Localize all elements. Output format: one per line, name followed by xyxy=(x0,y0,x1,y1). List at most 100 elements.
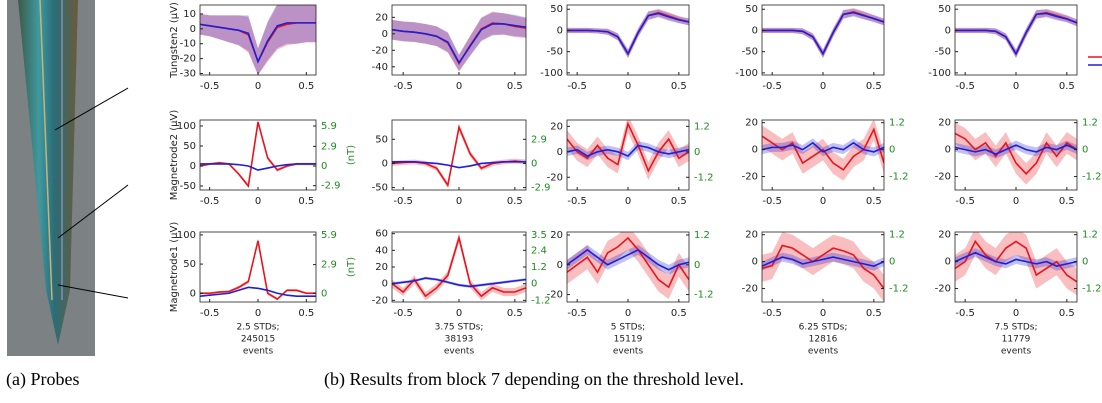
subplot: -0.5 0 0.5 50 0 -50 -100 xyxy=(928,4,1078,92)
error-band xyxy=(200,120,316,188)
error-band xyxy=(567,232,689,300)
y-tick-label: 50 xyxy=(183,141,196,152)
x-tick-label: 0.5 xyxy=(1059,81,1075,92)
plot-area xyxy=(955,122,1077,185)
x-tick-label: 0 xyxy=(820,308,826,319)
error-band xyxy=(955,140,1077,159)
plot-area xyxy=(200,120,316,188)
y2-tick-label: -1.2 xyxy=(1082,172,1102,183)
y-tick-label: 20 xyxy=(938,118,951,129)
x-axis-label: 245015 xyxy=(241,335,275,345)
y2-tick-label: -1.2 xyxy=(889,172,909,183)
y-tick-label: 20 xyxy=(550,121,563,132)
y-tick-label: -100 xyxy=(540,68,563,79)
plot-area xyxy=(955,232,1077,296)
x-axis-label: 3.75 STDs; xyxy=(435,323,484,333)
y2-tick-label: 2.9 xyxy=(531,134,547,145)
plot-area xyxy=(567,8,689,59)
error-band xyxy=(392,12,526,71)
y-axis-label: Tungsten2 (μV) xyxy=(169,2,180,79)
series-line xyxy=(392,124,526,188)
y2-tick-label: 0 xyxy=(889,257,895,268)
y-tick-label: 10 xyxy=(183,9,196,20)
y-tick-label: 20 xyxy=(745,230,758,241)
error-band xyxy=(392,232,526,301)
y2-tick-label: -1.2 xyxy=(694,172,714,183)
y-tick-label: 0 xyxy=(382,29,388,40)
x-axis-label: 2.5 STDs; xyxy=(236,323,279,333)
y2-tick-label: 1.2 xyxy=(531,262,547,273)
y-tick-label: 0 xyxy=(945,257,951,268)
x-tick-label: 0.5 xyxy=(671,196,687,207)
error-band xyxy=(200,238,316,301)
error-band xyxy=(392,123,526,189)
y2-tick-label: -1.2 xyxy=(889,284,909,295)
x-tick-label: 0 xyxy=(625,81,631,92)
series-line xyxy=(762,244,884,290)
y2-tick-label: 0 xyxy=(531,158,537,169)
y-tick-label: -30 xyxy=(180,69,196,80)
y2-tick-label: 1.2 xyxy=(694,121,710,132)
x-tick-label: 0 xyxy=(820,81,826,92)
y2-tick-label: 0 xyxy=(1082,145,1088,156)
x-tick-label: 0 xyxy=(1013,81,1019,92)
series-line xyxy=(392,160,526,169)
figure-caption: (b) Results from block 7 depending on th… xyxy=(324,369,744,390)
y-tick-label: 0 xyxy=(557,260,563,271)
plot-area xyxy=(567,232,689,300)
y-tick-label: -50 xyxy=(180,181,196,192)
y-tick-label: 20 xyxy=(745,118,758,129)
y-tick-label: -20 xyxy=(372,295,388,306)
x-tick-label: -0.5 xyxy=(567,308,587,319)
series-line xyxy=(392,234,526,298)
y-tick-label: 0 xyxy=(557,147,563,158)
y-tick-label: 60 xyxy=(375,229,388,240)
y-tick-label: 100 xyxy=(177,121,196,132)
y-axis-label: Magnetrode1 (μV) xyxy=(169,222,180,313)
y2-tick-label: 3.5 xyxy=(531,230,547,241)
subplot: -0.5 0 0.5 50 0 -50 2.9 0 -2.9 xyxy=(372,119,551,207)
series-line xyxy=(567,248,689,271)
series-line xyxy=(200,22,316,64)
x-tick-label: 0 xyxy=(255,81,261,92)
plot-area xyxy=(955,8,1077,59)
plot-area xyxy=(200,238,316,301)
x-tick-label: 0 xyxy=(625,196,631,207)
x-tick-label: -0.5 xyxy=(393,81,413,92)
plot-area xyxy=(762,120,884,181)
y-tick-label: 0 xyxy=(190,288,196,299)
y-tick-label: 40 xyxy=(375,245,388,256)
y2-tick-label: 0 xyxy=(1082,257,1088,268)
x-axis-label: events xyxy=(613,347,644,357)
x-tick-label: 0.5 xyxy=(1059,196,1075,207)
plot-area xyxy=(392,123,526,189)
x-tick-label: 0.5 xyxy=(866,308,882,319)
y2-tick-label: 2.4 xyxy=(531,245,547,256)
subplot: -0.5 0 0.5 100 50 0 -50 5.9 2.9 0 -2.9 Magnetrode2 … xyxy=(169,110,357,207)
error-band xyxy=(567,141,689,161)
y-tick-label: 20 xyxy=(938,230,951,241)
plot-area xyxy=(392,232,526,301)
plot-area xyxy=(567,120,689,180)
x-tick-label: 0 xyxy=(1013,308,1019,319)
y2-tick-label: 2.9 xyxy=(321,260,337,271)
series-line xyxy=(567,12,689,56)
x-tick-label: -0.5 xyxy=(567,81,587,92)
x-tick-label: 0.5 xyxy=(671,81,687,92)
y-tick-label: 0 xyxy=(382,158,388,169)
error-band xyxy=(200,5,316,75)
x-tick-label: 0.5 xyxy=(298,196,314,207)
series-line xyxy=(955,144,1077,155)
x-tick-label: 0 xyxy=(456,81,462,92)
y-tick-label: -10 xyxy=(180,39,196,50)
error-band xyxy=(955,122,1077,185)
x-tick-label: 0.5 xyxy=(298,308,314,319)
y-tick-label: -20 xyxy=(935,284,951,295)
y2-tick-label: 1.2 xyxy=(889,118,905,129)
y-tick-label: -20 xyxy=(547,172,563,183)
series-line xyxy=(200,240,316,301)
x-tick-label: 0.5 xyxy=(866,196,882,207)
y-tick-label: 0 xyxy=(752,257,758,268)
subplot: -0.5 0 0.5 50 0 -50 -100 xyxy=(540,4,690,92)
